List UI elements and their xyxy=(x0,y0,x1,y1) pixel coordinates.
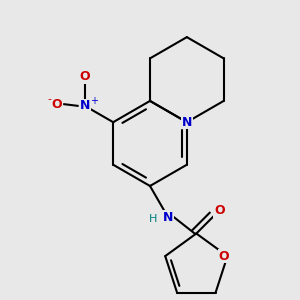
Text: H: H xyxy=(149,214,158,224)
Text: O: O xyxy=(219,250,230,262)
Text: O: O xyxy=(52,98,62,111)
Text: N: N xyxy=(163,211,173,224)
Text: O: O xyxy=(214,204,224,217)
Text: N: N xyxy=(182,116,192,129)
Text: N: N xyxy=(80,99,90,112)
Text: +: + xyxy=(90,96,98,106)
Text: -: - xyxy=(48,94,52,104)
Text: O: O xyxy=(80,70,90,83)
